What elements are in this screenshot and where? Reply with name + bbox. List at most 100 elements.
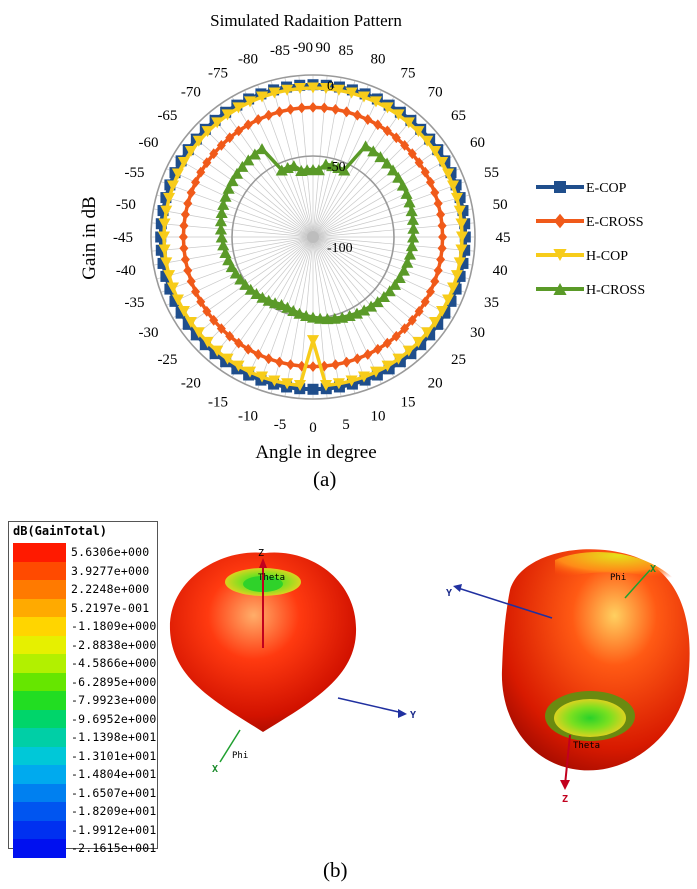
series-marker bbox=[429, 146, 442, 158]
chart-title: Simulated Radaition Pattern bbox=[210, 11, 402, 30]
series-marker bbox=[406, 213, 419, 225]
series-marker bbox=[157, 257, 169, 269]
series-h-cross bbox=[214, 140, 420, 325]
series-marker bbox=[319, 158, 332, 170]
series-marker bbox=[352, 353, 362, 365]
series-marker bbox=[234, 273, 247, 285]
angle-tick-label: -85 bbox=[270, 43, 290, 59]
series-marker bbox=[243, 119, 253, 131]
series-marker bbox=[215, 231, 228, 243]
series-marker bbox=[357, 371, 371, 383]
series-marker bbox=[369, 96, 383, 108]
series-marker bbox=[166, 180, 179, 192]
angle-tick-label: 90 bbox=[316, 40, 331, 56]
colorbar-row: -2.8838e+000 bbox=[9, 635, 157, 654]
angle-tick-label: 0 bbox=[309, 420, 317, 436]
series-marker bbox=[393, 271, 406, 283]
series-marker bbox=[293, 307, 306, 319]
series-marker bbox=[255, 91, 269, 103]
series-marker bbox=[391, 132, 401, 144]
angle-tick-label: -55 bbox=[124, 165, 144, 181]
series-marker bbox=[253, 349, 263, 360]
series-marker bbox=[274, 106, 284, 118]
series-marker bbox=[459, 244, 471, 256]
series-marker bbox=[420, 166, 430, 178]
colorbar-swatch bbox=[13, 728, 66, 747]
colorbar-value: -2.1615e+001 bbox=[71, 841, 157, 855]
colorbar-swatch bbox=[13, 765, 66, 784]
series-marker bbox=[400, 187, 413, 199]
series-marker bbox=[232, 102, 245, 114]
series-marker bbox=[217, 198, 230, 210]
series-marker bbox=[412, 126, 425, 138]
axis-label-x-right: X bbox=[650, 564, 656, 575]
series-marker bbox=[425, 176, 435, 188]
colorbar-swatch bbox=[13, 672, 66, 691]
series-marker bbox=[293, 379, 307, 391]
series-marker bbox=[295, 165, 308, 177]
series-marker bbox=[342, 106, 352, 118]
series-marker bbox=[377, 291, 390, 303]
series-marker bbox=[229, 267, 242, 279]
series-marker bbox=[180, 209, 190, 220]
series-marker bbox=[160, 257, 173, 269]
colorbar-row: -1.3101e+001 bbox=[9, 746, 157, 765]
angle-tick-label: -60 bbox=[138, 135, 158, 151]
series-marker bbox=[402, 345, 415, 357]
colorbar-row: -9.6952e+000 bbox=[9, 709, 157, 728]
series-marker bbox=[331, 103, 341, 115]
angle-tick-label: 25 bbox=[451, 352, 466, 368]
colorbar-swatch bbox=[13, 617, 66, 636]
series-marker bbox=[450, 192, 464, 204]
series-marker bbox=[407, 222, 420, 234]
legend-marker bbox=[554, 181, 566, 193]
polar-series-group bbox=[155, 79, 471, 395]
series-marker bbox=[457, 257, 469, 269]
series-marker bbox=[306, 335, 320, 347]
colorbar-row: -1.6507e+001 bbox=[9, 783, 157, 802]
series-marker bbox=[264, 109, 274, 121]
series-marker bbox=[421, 135, 434, 147]
series-marker bbox=[382, 337, 392, 349]
series-marker bbox=[447, 282, 460, 294]
series-marker bbox=[230, 167, 244, 179]
grid-ring bbox=[150, 74, 476, 400]
legend-label: H-CROSS bbox=[586, 283, 645, 298]
angle-tick-label: 5 bbox=[342, 417, 350, 433]
angle-tick-label: 55 bbox=[484, 165, 499, 181]
colorbar-value: -2.8838e+000 bbox=[71, 637, 157, 652]
series-marker bbox=[405, 240, 418, 252]
colorbar-value: 5.6306e+000 bbox=[71, 545, 150, 559]
series-marker bbox=[281, 301, 294, 313]
series-marker bbox=[256, 291, 269, 303]
colorbar-row: -7.9923e+000 bbox=[9, 691, 157, 710]
series-marker bbox=[358, 304, 371, 316]
series-marker bbox=[209, 314, 219, 326]
3d-pattern-views: Z Theta Y X Phi Y X Phi Z Theta bbox=[169, 548, 690, 805]
angle-tick-label: -25 bbox=[157, 352, 177, 368]
series-marker bbox=[183, 265, 193, 276]
colorbar-swatch bbox=[13, 839, 66, 858]
series-marker bbox=[383, 285, 396, 297]
colorbar-swatch bbox=[13, 598, 66, 617]
series-marker bbox=[182, 318, 194, 330]
series-marker bbox=[403, 196, 416, 208]
series-marker bbox=[217, 239, 230, 251]
legend-label: E-COP bbox=[586, 181, 627, 196]
series-marker bbox=[392, 109, 405, 121]
colorbar-value: -1.4804e+001 bbox=[71, 767, 157, 781]
series-marker bbox=[382, 125, 392, 137]
angle-label-phi-right: Phi bbox=[610, 573, 626, 583]
legend-marker bbox=[553, 249, 567, 261]
series-marker bbox=[407, 314, 417, 326]
angle-tick-label: 85 bbox=[338, 43, 353, 59]
series-marker bbox=[281, 84, 294, 96]
polar-radiation-chart: Simulated Radaition Pattern -90-85 -80 -75… bbox=[79, 11, 645, 463]
series-marker bbox=[433, 198, 443, 209]
series-marker bbox=[201, 336, 214, 348]
series-marker bbox=[436, 209, 446, 220]
series-marker bbox=[214, 215, 227, 227]
series-marker bbox=[191, 176, 201, 188]
series-e-cross bbox=[178, 102, 448, 372]
series-marker bbox=[405, 205, 418, 217]
